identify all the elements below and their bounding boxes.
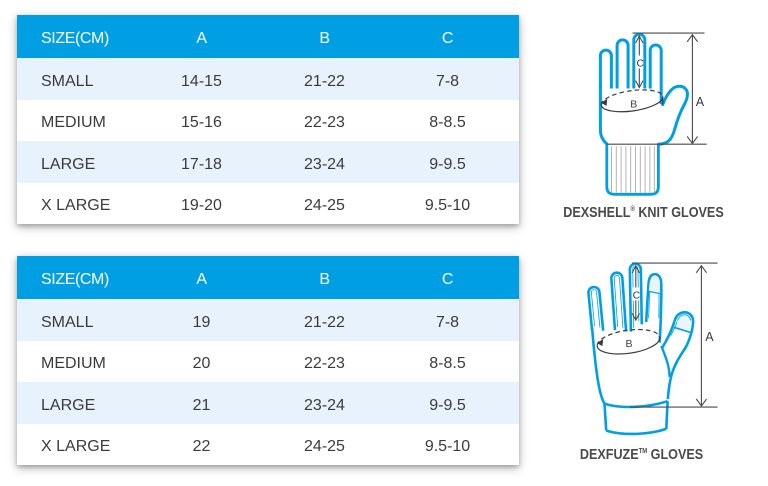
svg-text:B: B	[630, 99, 637, 111]
svg-text:A: A	[696, 95, 705, 109]
svg-text:A: A	[705, 330, 714, 344]
svg-text:B: B	[625, 338, 632, 350]
svg-text:C: C	[637, 57, 645, 69]
svg-text:C: C	[633, 289, 641, 301]
